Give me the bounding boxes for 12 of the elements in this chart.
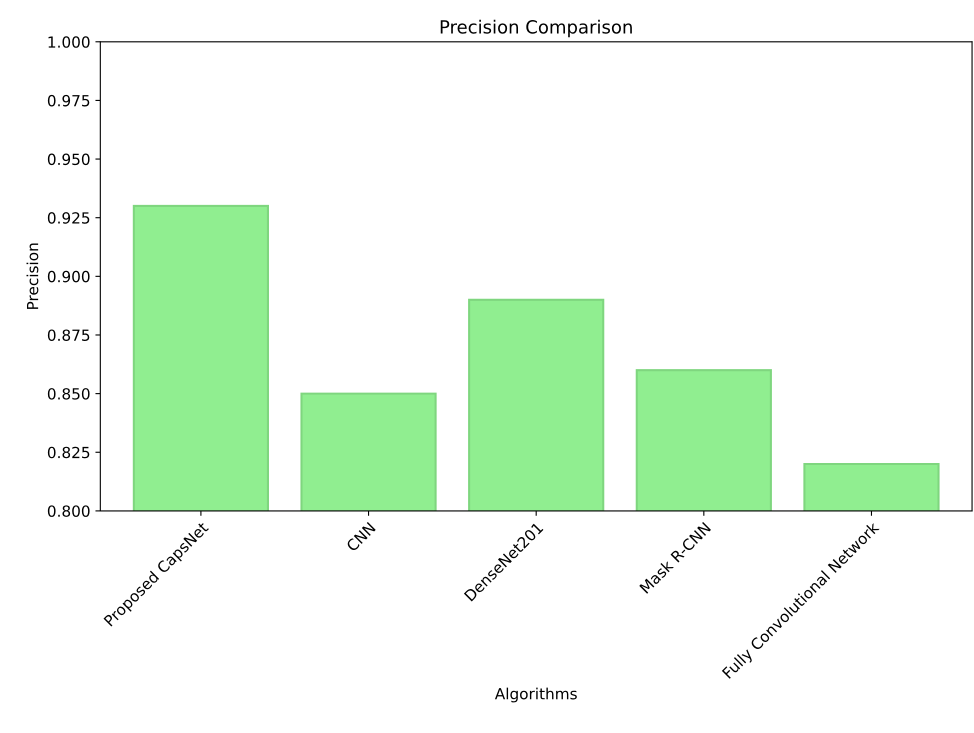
y-tick-label: 0.800 — [48, 505, 90, 517]
y-tick-label: 0.825 — [48, 446, 90, 458]
y-tick-label: 0.925 — [48, 212, 90, 224]
y-axis-title: Precision — [26, 244, 38, 309]
y-tick-label: 1.000 — [48, 36, 90, 48]
y-tick-label: 0.900 — [48, 270, 90, 282]
chart-title: Precision Comparison — [440, 20, 632, 38]
y-tick-label: 0.875 — [48, 329, 90, 342]
y-tick-label: 0.975 — [48, 94, 90, 106]
y-tick-label: 0.950 — [48, 154, 90, 166]
x-axis-title: Algorithms — [494, 688, 577, 702]
y-tick-label: 0.850 — [48, 388, 90, 400]
